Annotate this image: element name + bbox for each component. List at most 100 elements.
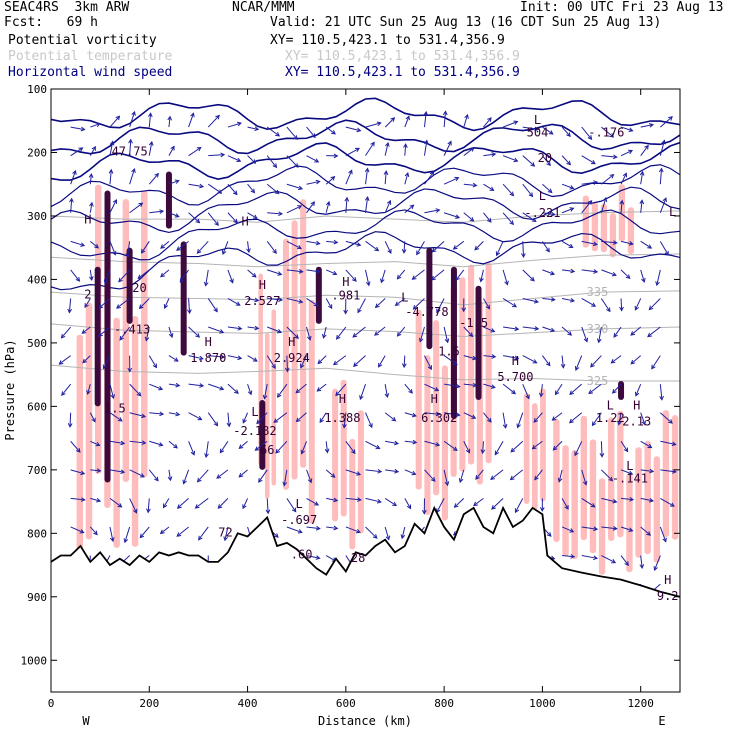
wind-arrow xyxy=(129,111,136,128)
wind-arrow xyxy=(255,440,268,451)
wind-arrow-head xyxy=(405,115,410,121)
wind-arrow xyxy=(640,526,651,536)
wind-arrow xyxy=(109,169,112,185)
pv-shade-strip xyxy=(357,410,364,534)
wind-arrow xyxy=(283,469,288,486)
wind-arrow-head xyxy=(528,192,534,198)
wind-arrow xyxy=(612,383,622,394)
wind-arrow xyxy=(640,555,643,569)
contour-annotation: 1.388 xyxy=(324,411,360,425)
wind-arrow xyxy=(502,269,508,285)
wind-arrow xyxy=(306,298,319,307)
field-xy-potential-temperature: XY= 110.5,423.1 to 531.4,356.9 xyxy=(285,49,520,64)
wind-arrow-head xyxy=(351,449,356,455)
wind-arrow xyxy=(384,117,395,128)
wind-arrow xyxy=(70,497,85,501)
wind-arrow xyxy=(443,177,459,185)
wind-arrow-head xyxy=(592,241,598,247)
wind-arrow-head xyxy=(195,218,201,224)
wind-arrow xyxy=(601,469,613,482)
wind-arrow xyxy=(89,202,93,213)
wind-arrow xyxy=(395,298,406,306)
wind-arrow-head xyxy=(140,248,146,254)
wind-arrow xyxy=(432,240,445,253)
wind-arrow xyxy=(168,440,178,449)
wind-arrow-head xyxy=(533,418,539,423)
wind-arrow-head xyxy=(364,167,370,173)
wind-arrow-head xyxy=(525,394,530,400)
wind-arrow-head xyxy=(300,449,305,455)
wind-arrow xyxy=(581,155,596,165)
wind-arrow-head xyxy=(423,139,429,145)
wind-arrow-head xyxy=(355,528,361,534)
wind-arrow-head xyxy=(125,253,131,259)
wind-arrow xyxy=(651,355,661,369)
wind-arrow xyxy=(109,199,117,213)
wind-arrow xyxy=(561,207,574,214)
wind-arrow-head xyxy=(300,363,305,369)
wind-arrow xyxy=(306,526,320,530)
wind-arrow xyxy=(365,269,370,286)
wind-arrow-head xyxy=(628,127,634,133)
wind-arrow xyxy=(129,469,145,478)
theta-contour-label: 335 xyxy=(587,285,609,299)
wind-arrow-head xyxy=(344,196,350,202)
wind-arrow xyxy=(522,383,530,399)
wind-arrow-head xyxy=(141,413,147,419)
contour-annotation: 5.700 xyxy=(497,370,533,384)
wind-arrow-head xyxy=(612,154,618,160)
x-tick-label: 800 xyxy=(434,697,454,710)
wind-arrow-head xyxy=(278,211,284,217)
wind-arrow xyxy=(656,269,661,286)
wind-arrow xyxy=(443,440,458,451)
wind-arrow-head xyxy=(294,334,299,339)
contour-annotation: 72 xyxy=(218,525,232,539)
wind-arrow-head xyxy=(566,132,571,138)
wind-arrow-head xyxy=(117,503,123,508)
wind-arrow xyxy=(267,212,283,215)
wind-arrow xyxy=(176,240,189,251)
wind-arrow-head xyxy=(277,393,282,398)
wind-arrow-head xyxy=(504,280,509,286)
wind-arrow-head xyxy=(272,163,278,169)
contour-annotation: 28 xyxy=(351,551,365,565)
wind-arrow xyxy=(326,497,338,502)
wind-arrow xyxy=(517,412,524,428)
x-axis: 0 200 400 600 800 1000 1200 xyxy=(48,89,654,710)
wind-arrow-head xyxy=(648,305,654,311)
wind-arrow-head xyxy=(619,199,625,205)
contour-annotation: H xyxy=(84,213,91,227)
wind-arrow-head xyxy=(213,421,219,427)
wind-arrow xyxy=(618,412,622,425)
wind-arrow-head xyxy=(431,247,437,253)
wind-arrow-head xyxy=(550,297,556,302)
wind-arrow xyxy=(227,183,238,195)
wind-arrow xyxy=(207,412,218,426)
wind-arrow-head xyxy=(214,221,219,227)
wind-arrow xyxy=(483,212,492,223)
wind-arrow xyxy=(660,497,675,507)
wind-arrow-head xyxy=(235,301,241,306)
wind-arrow-head xyxy=(516,423,521,429)
contour-annotation: L xyxy=(607,399,614,413)
wind-arrow xyxy=(581,181,598,185)
wind-arrow xyxy=(561,269,575,272)
wind-arrow-head xyxy=(509,475,515,481)
wind-arrow xyxy=(326,526,338,529)
contour-annotation: H xyxy=(241,214,248,228)
wind-arrow xyxy=(247,383,252,395)
wind-arrow-head xyxy=(314,158,320,163)
wind-arrow xyxy=(502,155,518,162)
wind-arrow-head xyxy=(521,253,526,258)
pv-core xyxy=(426,247,433,350)
wind-arrow-head xyxy=(163,304,169,310)
field-name-potential-temperature: Potential temperature xyxy=(8,49,173,64)
wind-arrow-head xyxy=(78,147,84,152)
wind-arrow xyxy=(404,116,410,128)
wind-arrow xyxy=(325,176,335,185)
x-tick-label: 1200 xyxy=(627,697,654,710)
wind-arrow-head xyxy=(242,504,247,510)
wind-arrow-head xyxy=(444,338,450,344)
wind-arrow xyxy=(98,326,111,337)
wind-arrow xyxy=(558,469,563,482)
